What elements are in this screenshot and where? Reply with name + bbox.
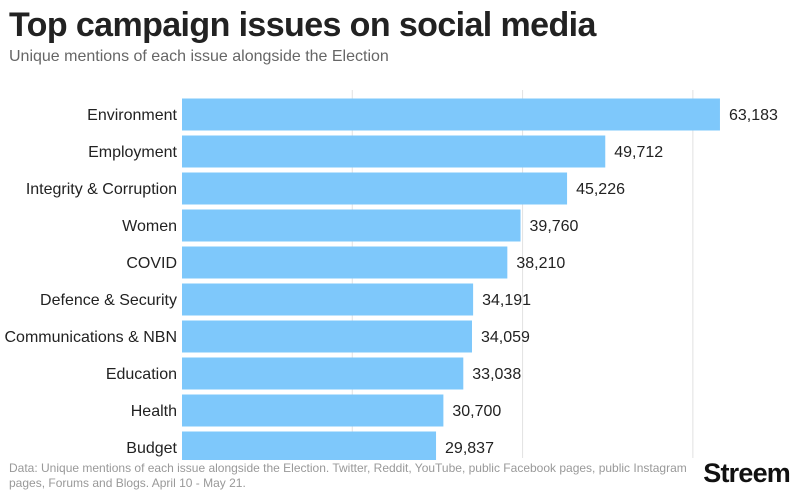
value-label-5: 38,210: [516, 255, 565, 272]
value-label-8: 33,038: [472, 366, 521, 383]
category-label-9: Health: [131, 403, 177, 420]
category-label-5: COVID: [126, 255, 177, 272]
category-label-4: Women: [122, 218, 177, 235]
bar-9: [182, 394, 444, 427]
bar-1: [182, 98, 720, 131]
bar-chart: Environment 63,183 Employment 49,712 Integri…: [5, 90, 778, 460]
bar-7: [182, 320, 472, 353]
category-label-10: Budget: [126, 440, 177, 457]
category-label-2: Employment: [88, 144, 177, 161]
category-label-7: Communications & NBN: [5, 329, 178, 346]
value-label-9: 30,700: [452, 403, 501, 420]
category-label-3: Integrity & Corruption: [26, 181, 177, 198]
bar-8: [182, 357, 464, 390]
bar-2: [182, 135, 606, 168]
value-label-4: 39,760: [530, 218, 579, 235]
value-label-2: 49,712: [614, 144, 663, 161]
category-label-6: Defence & Security: [40, 292, 177, 309]
chart-subtitle: Unique mentions of each issue alongside …: [9, 48, 389, 65]
value-label-7: 34,059: [481, 329, 530, 346]
category-label-1: Environment: [87, 107, 177, 124]
value-label-1: 63,183: [729, 107, 778, 124]
value-label-10: 29,837: [445, 440, 494, 457]
bar-6: [182, 283, 474, 316]
source-note: Data: Unique mentions of each issue alon…: [9, 461, 687, 490]
category-label-8: Education: [106, 366, 177, 383]
bar-4: [182, 209, 521, 242]
bar-5: [182, 246, 508, 279]
chart-title: Top campaign issues on social media: [9, 6, 596, 44]
streem-logo: Streem: [703, 458, 791, 488]
bar-10: [182, 431, 437, 460]
bar-3: [182, 172, 568, 205]
value-label-3: 45,226: [576, 181, 625, 198]
value-label-6: 34,191: [482, 292, 531, 309]
